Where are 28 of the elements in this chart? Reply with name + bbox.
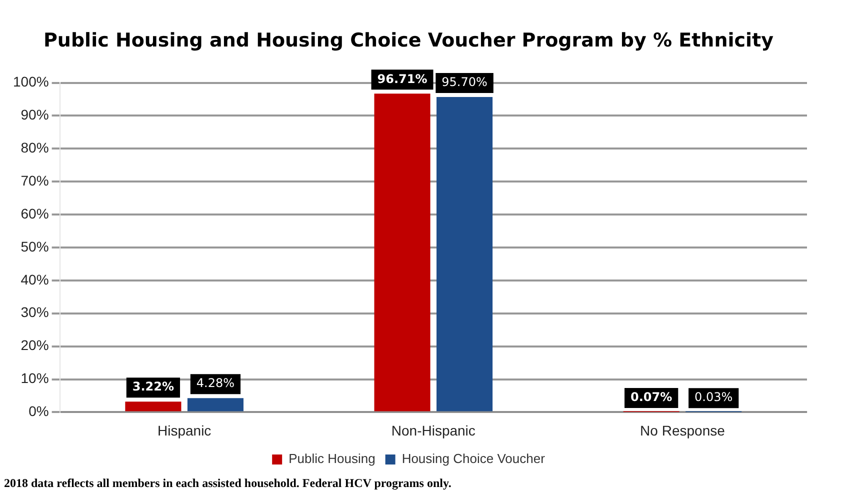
legend-label: Housing Choice Voucher [402, 451, 546, 466]
y-tick-label: 20% [20, 337, 49, 354]
bar [187, 398, 244, 412]
data-label: 95.70% [442, 75, 488, 90]
bar [374, 94, 430, 412]
x-tick-label: Non-Hispanic [391, 422, 476, 438]
bar [125, 402, 182, 412]
y-tick-label: 10% [20, 370, 49, 386]
y-tick-label: 50% [20, 238, 49, 254]
bar [436, 96, 493, 412]
data-label: 96.71% [377, 72, 428, 86]
data-label: 0.07% [630, 390, 672, 404]
text: 2018 data reflects all members in each assisted household. Federal HCV programs only. [4, 476, 452, 491]
data-label: 3.22% [132, 380, 174, 394]
y-tick-label: 30% [20, 304, 49, 320]
y-tick-label: 100% [12, 74, 49, 90]
y-tick-label: 60% [20, 205, 49, 222]
x-tick-label: Hispanic [157, 422, 212, 438]
y-tick-label: 70% [20, 172, 49, 188]
y-tick-label: 90% [20, 106, 49, 123]
data-label: 0.03% [694, 390, 733, 404]
legend-label: Public Housing [288, 451, 376, 466]
y-tick-label: 0% [28, 403, 49, 420]
chart-title: Public Housing and Housing Choice Voucher Program by % Ethnicity [44, 29, 774, 52]
y-tick-label: 40% [20, 271, 49, 288]
y-tick-label: 80% [20, 140, 49, 156]
data-label: 4.28% [196, 376, 235, 390]
x-tick-label: No Response [640, 422, 726, 438]
